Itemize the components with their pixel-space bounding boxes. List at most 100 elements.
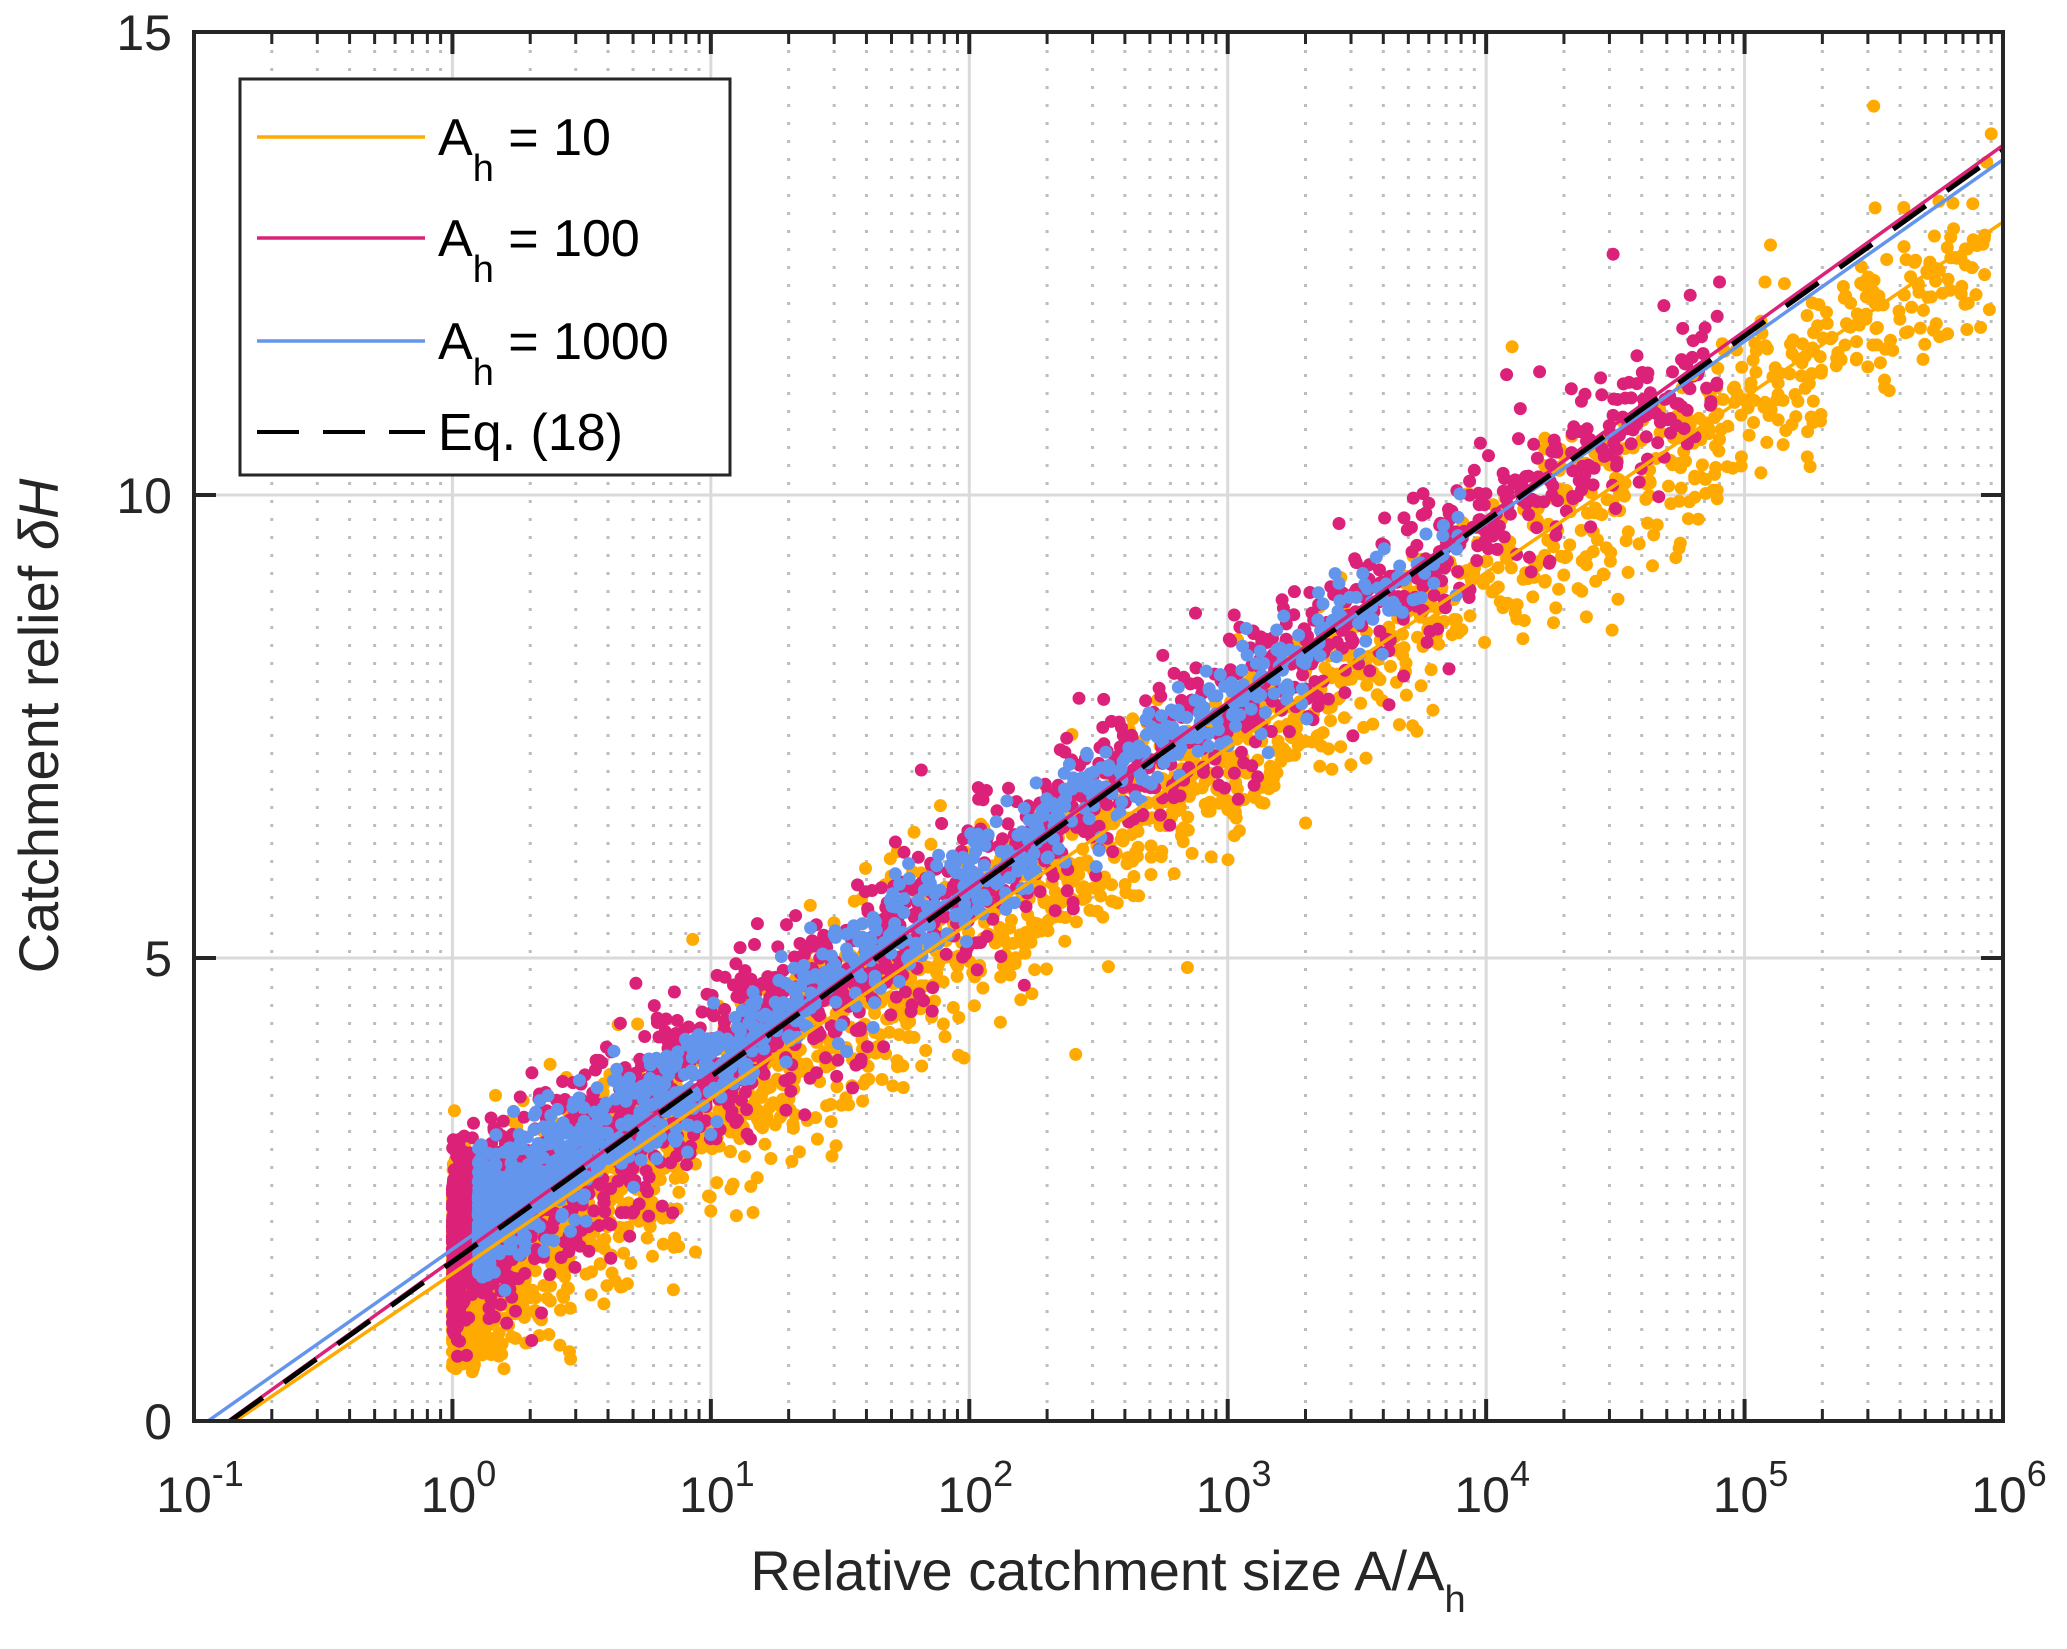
data-point (1599, 541, 1613, 555)
data-point (1517, 614, 1531, 627)
data-point (1058, 934, 1072, 948)
data-point (1982, 303, 1996, 317)
data-point (1267, 779, 1281, 793)
data-point (1516, 632, 1530, 646)
data-point (1606, 408, 1620, 422)
data-point (1251, 770, 1265, 784)
data-point (1524, 565, 1538, 579)
data-point (1313, 759, 1327, 773)
data-point (1924, 290, 1938, 304)
data-point (584, 1288, 598, 1302)
data-point (1813, 350, 1827, 364)
data-point (1504, 561, 1518, 575)
data-point (568, 1260, 582, 1274)
data-point (738, 1150, 751, 1163)
data-point (496, 1114, 510, 1128)
data-point (1359, 751, 1373, 765)
data-point (1721, 419, 1735, 433)
data-point (970, 963, 984, 977)
data-point (1359, 634, 1373, 648)
data-point (1101, 960, 1115, 974)
data-point (1497, 530, 1511, 544)
data-point (1212, 796, 1226, 810)
data-point (1490, 542, 1504, 556)
data-point (1960, 323, 1974, 336)
data-point (902, 872, 916, 885)
data-point (1060, 731, 1074, 745)
data-point (946, 1001, 960, 1014)
data-point (1046, 869, 1060, 883)
data-point (1716, 393, 1730, 406)
data-point (750, 917, 764, 931)
data-point (1176, 835, 1190, 849)
data-point (1616, 377, 1630, 391)
data-point (1866, 338, 1880, 352)
data-point (1550, 444, 1564, 458)
data-point (1099, 745, 1113, 759)
data-point (1579, 477, 1593, 490)
data-point (543, 1057, 557, 1071)
data-point (1522, 550, 1536, 564)
data-point (1649, 406, 1663, 420)
data-point (1513, 402, 1527, 416)
data-point (1423, 625, 1437, 638)
data-point (642, 1170, 656, 1184)
data-point (1673, 536, 1687, 550)
data-point (1227, 608, 1241, 622)
data-point (1373, 563, 1386, 577)
data-point (819, 1051, 833, 1065)
data-point (1118, 878, 1132, 892)
data-point (1382, 698, 1396, 712)
data-point (450, 1272, 464, 1286)
data-point (798, 1108, 812, 1122)
data-point (1346, 729, 1360, 743)
data-point (1470, 554, 1484, 568)
data-point (1730, 386, 1744, 400)
data-point (1800, 450, 1814, 464)
data-point (748, 1091, 762, 1105)
data-point (1947, 222, 1961, 236)
data-point (980, 929, 994, 943)
data-point (1897, 240, 1911, 254)
data-point (1491, 561, 1505, 575)
data-point (1777, 277, 1791, 291)
data-point (686, 932, 700, 946)
data-point (704, 1204, 718, 1218)
data-point (1746, 353, 1760, 367)
data-point (1563, 538, 1577, 552)
data-point (556, 1075, 570, 1088)
data-point (1463, 474, 1477, 488)
data-point (1878, 342, 1892, 356)
data-point (1966, 197, 1980, 211)
data-point (1652, 490, 1666, 504)
data-point (1551, 494, 1565, 508)
data-point (746, 1206, 760, 1219)
data-point (672, 1185, 686, 1199)
data-point (1325, 762, 1339, 776)
data-point (1008, 957, 1022, 970)
data-point (1430, 636, 1444, 650)
data-point (1287, 585, 1301, 599)
data-point (1106, 845, 1120, 859)
data-point (1663, 412, 1677, 425)
data-point (1859, 290, 1873, 304)
data-point (1311, 613, 1325, 627)
data-point (494, 1298, 508, 1311)
data-point (1776, 438, 1790, 452)
data-point (1643, 474, 1657, 488)
data-point (1311, 690, 1325, 704)
data-point (950, 969, 964, 983)
data-point (1657, 299, 1671, 313)
data-point (1420, 635, 1434, 649)
data-point (1237, 756, 1251, 770)
data-point (938, 1030, 952, 1044)
data-point (1189, 661, 1203, 675)
data-point (1664, 426, 1677, 440)
data-point (859, 861, 872, 875)
data-point (1510, 598, 1524, 612)
data-point (640, 1231, 654, 1245)
data-point (890, 1060, 904, 1074)
data-point (784, 1084, 798, 1098)
data-point (1530, 495, 1544, 509)
